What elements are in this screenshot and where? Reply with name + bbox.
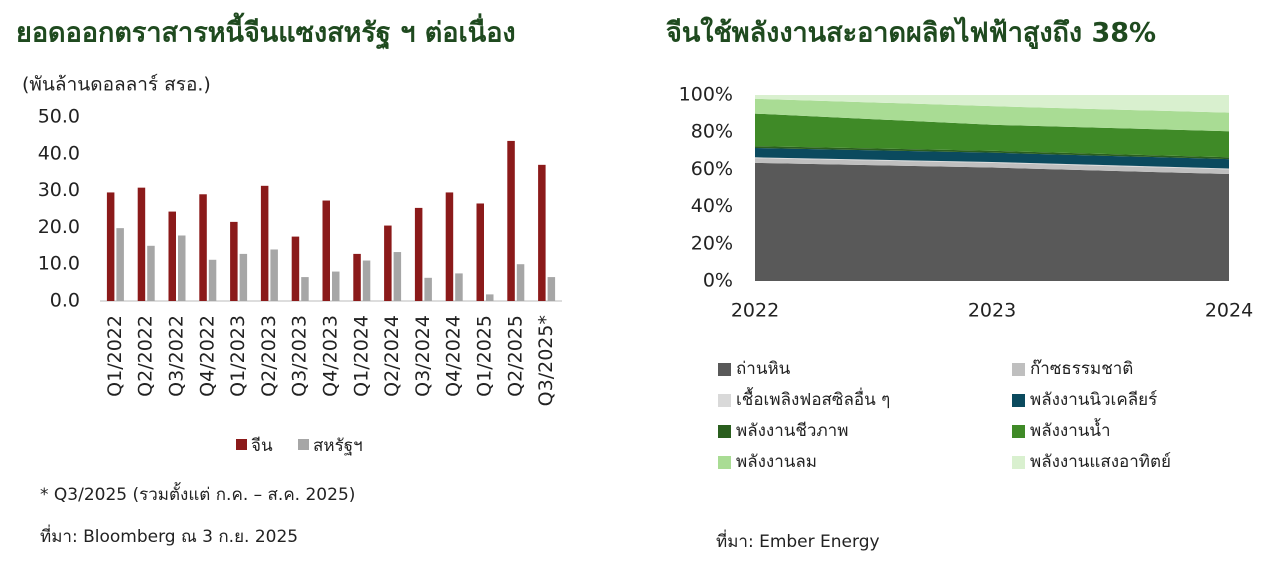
area xyxy=(755,146,1229,160)
y-axis-label: (พันล้านดอลลาร์ สรอ.) xyxy=(22,74,211,96)
area xyxy=(755,98,1229,132)
bar xyxy=(301,277,309,301)
note: ที่มา: Bloomberg ณ 3 ก.ย. 2025 xyxy=(40,524,298,547)
y-tick-label: 20.0 xyxy=(38,216,80,238)
x-tick-label: Q2/2023 xyxy=(258,315,280,397)
legend-label: สหรัฐฯ xyxy=(313,436,363,456)
bar xyxy=(230,221,238,301)
legend-swatch xyxy=(1012,394,1025,407)
bar xyxy=(332,271,340,301)
legend-swatch xyxy=(718,363,731,376)
legend-swatch xyxy=(1012,363,1025,376)
legend-label: จีน xyxy=(251,436,273,456)
x-tick-label: Q1/2023 xyxy=(227,315,249,397)
bar xyxy=(322,200,330,301)
bar xyxy=(106,192,115,301)
y-tick-label: 50.0 xyxy=(38,106,80,128)
bar xyxy=(208,259,217,301)
y-tick-label: 40.0 xyxy=(38,142,80,164)
bar xyxy=(538,164,546,301)
bar xyxy=(147,245,155,301)
x-tick-label: Q3/2025* xyxy=(535,315,557,406)
bar xyxy=(260,185,269,301)
bar xyxy=(507,140,515,301)
bar xyxy=(516,264,525,301)
legend-label: พลังงานน้ำ xyxy=(1030,418,1111,441)
bar xyxy=(455,273,463,301)
x-tick-label: Q4/2023 xyxy=(320,315,342,397)
x-tick-label: Q1/2024 xyxy=(350,315,372,397)
bar xyxy=(476,203,484,301)
x-tick-label: Q4/2022 xyxy=(196,315,218,397)
y-tick-label: 40% xyxy=(691,195,733,217)
legend-swatch xyxy=(1012,425,1025,438)
legend-label: ถ่านหิน xyxy=(736,359,791,379)
bar xyxy=(384,225,392,301)
area xyxy=(755,95,1229,113)
bar xyxy=(393,252,402,301)
y-tick-label: 80% xyxy=(691,121,733,143)
x-tick-label: Q2/2024 xyxy=(381,315,403,397)
y-tick-label: 10.0 xyxy=(38,253,80,275)
chart-title: จีนใช้พลังงานสะอาดผลิตไฟฟ้าสูงถึง 38% xyxy=(666,17,1156,50)
x-tick-label: Q2/2025 xyxy=(504,315,526,397)
bar xyxy=(291,236,300,301)
legend-swatch xyxy=(236,439,247,450)
bar xyxy=(547,277,556,301)
bar xyxy=(414,207,423,301)
y-tick-label: 30.0 xyxy=(38,179,80,201)
area xyxy=(755,158,1229,175)
legend-swatch xyxy=(1012,456,1025,469)
bar xyxy=(270,249,278,301)
legend-label: ก๊าซธรรมชาติ xyxy=(1030,359,1133,379)
bar xyxy=(486,294,494,301)
source: ที่มา: Ember Energy xyxy=(716,529,880,552)
bar xyxy=(353,253,361,301)
y-tick-label: 0% xyxy=(703,270,733,292)
bar xyxy=(239,253,248,301)
legend-label: พลังงานลม xyxy=(736,452,817,472)
legend-swatch xyxy=(718,456,731,469)
bar xyxy=(424,277,432,301)
note: * Q3/2025 (รวมตั้งแต่ ก.ค. – ส.ค. 2025) xyxy=(40,482,355,505)
x-tick-label: Q1/2025 xyxy=(474,315,496,397)
bar xyxy=(137,187,146,301)
bar xyxy=(445,192,454,301)
x-tick-label: Q3/2024 xyxy=(412,315,434,397)
y-tick-label: 60% xyxy=(691,158,733,180)
bar xyxy=(178,235,186,301)
area xyxy=(755,113,1229,158)
legend-label: พลังงานแสงอาทิตย์ xyxy=(1030,452,1171,472)
area xyxy=(755,162,1229,281)
chart-title: ยอดออกตราสารหนี้จีนแซงสหรัฐ ฯ ต่อเนื่อง xyxy=(16,12,516,51)
bar xyxy=(168,211,176,301)
x-tick-label: Q2/2022 xyxy=(135,315,157,397)
legend-label: พลังงานนิวเคลียร์ xyxy=(1030,390,1157,410)
legend-label: พลังงานชีวภาพ xyxy=(736,421,848,441)
x-tick-label: Q1/2022 xyxy=(104,315,126,397)
x-tick-label: Q3/2022 xyxy=(166,315,188,397)
bar xyxy=(116,228,124,301)
bar xyxy=(199,194,207,301)
x-tick-label: 2024 xyxy=(1205,300,1253,322)
y-tick-label: 100% xyxy=(679,84,733,106)
y-tick-label: 20% xyxy=(691,232,733,254)
bar xyxy=(362,260,371,301)
area xyxy=(755,157,1229,170)
legend-label: เชื้อเพลิงฟอสซิลอื่น ๆ xyxy=(736,387,890,410)
legend-swatch xyxy=(718,425,731,438)
x-tick-label: 2022 xyxy=(731,300,779,322)
x-tick-label: 2023 xyxy=(968,300,1016,322)
area xyxy=(755,148,1229,169)
legend-swatch xyxy=(718,394,731,407)
y-tick-label: 0.0 xyxy=(50,290,80,312)
x-tick-label: Q3/2023 xyxy=(289,315,311,397)
x-tick-label: Q4/2024 xyxy=(443,315,465,397)
legend-swatch xyxy=(298,439,309,450)
